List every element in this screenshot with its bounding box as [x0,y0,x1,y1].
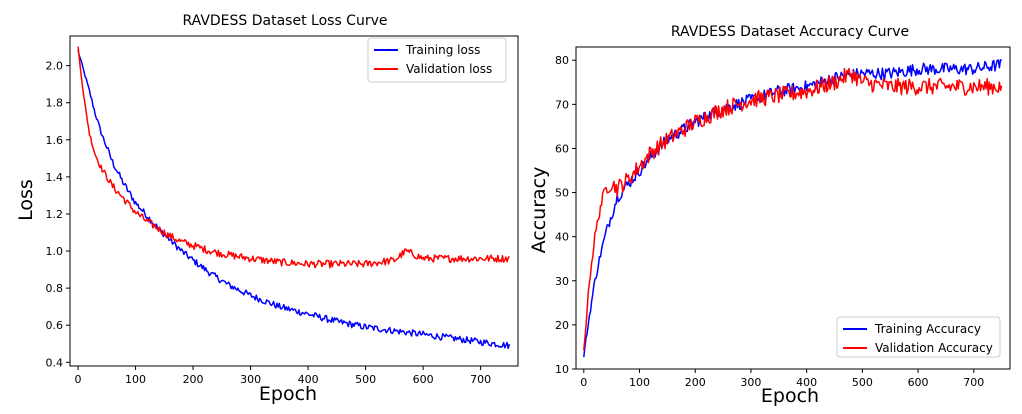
loss-x-axis-label: Epoch [259,383,317,405]
loss-y-tick-label: 1.4 [46,171,64,184]
accuracy-y-tick-label: 40 [555,231,569,244]
accuracy-x-tick-label: 0 [580,376,587,389]
loss-x-tick-label: 600 [413,373,434,386]
loss-y-tick-label: 1.8 [46,97,64,110]
loss-y-tick-label: 0.8 [46,282,64,295]
accuracy-legend-label-2: Validation Accuracy [875,341,993,355]
accuracy-y-tick-label: 30 [555,275,569,288]
accuracy-series-line-2 [583,67,1003,351]
accuracy-legend-label-1: Training Accuracy [874,322,981,336]
loss-y-tick-label: 1.2 [46,208,64,221]
loss-legend-box [367,37,507,83]
accuracy-y-tick-label: 50 [555,187,569,200]
loss-x-tick-label: 400 [298,373,319,386]
accuracy-x-tick-label: 600 [908,376,929,389]
accuracy-x-tick-label: 500 [852,376,873,389]
loss-y-tick-label: 1.0 [46,245,64,258]
accuracy-legend: Training Accuracy Validation Accuracy [836,316,1001,358]
accuracy-chart-title: RAVDESS Dataset Accuracy Curve [671,24,909,40]
accuracy-series-line-1 [583,59,1003,358]
loss-chart-title: RAVDESS Dataset Loss Curve [182,13,387,29]
loss-x-tick-label: 700 [470,373,491,386]
loss-x-tick-label: 300 [240,373,261,386]
loss-y-tick-label: 1.6 [46,134,64,147]
loss-x-tick-label: 200 [183,373,204,386]
accuracy-plot-frame [575,46,1011,370]
accuracy-x-tick-label: 300 [740,376,761,389]
loss-y-axis-label: Loss [15,179,37,221]
accuracy-y-tick-label: 20 [555,319,569,332]
accuracy-y-tick-label: 80 [555,54,569,67]
accuracy-x-tick-label: 200 [685,376,706,389]
accuracy-x-tick-label: 400 [796,376,817,389]
loss-x-tick-label: 100 [125,373,146,386]
accuracy-x-tick-label: 100 [629,376,650,389]
loss-y-tick-label: 0.6 [46,319,64,332]
loss-y-tick-label: 2.0 [46,60,64,73]
loss-legend: Training loss Validation loss [367,37,507,83]
loss-x-tick-label: 0 [75,373,82,386]
accuracy-y-tick-label: 10 [555,363,569,376]
accuracy-y-axis-label: Accuracy [528,167,550,254]
loss-y-tick-label: 0.4 [46,356,64,369]
accuracy-y-tick-label: 60 [555,142,569,155]
loss-plot-frame [69,35,519,367]
loss-series-line-1 [77,50,511,350]
accuracy-chart: RAVDESS Dataset Accuracy Curve Epoch Acc… [528,24,1011,407]
loss-x-tick-label: 500 [355,373,376,386]
accuracy-legend-box [836,316,1001,358]
loss-legend-label-1: Training loss [405,43,480,57]
accuracy-x-tick-label: 700 [963,376,984,389]
accuracy-x-axis-label: Epoch [761,385,819,407]
accuracy-y-tick-label: 70 [555,98,569,111]
loss-chart: RAVDESS Dataset Loss Curve Epoch Loss 0 1… [15,13,519,405]
loss-series-line-2 [77,46,510,269]
loss-legend-label-2: Validation loss [406,62,492,76]
